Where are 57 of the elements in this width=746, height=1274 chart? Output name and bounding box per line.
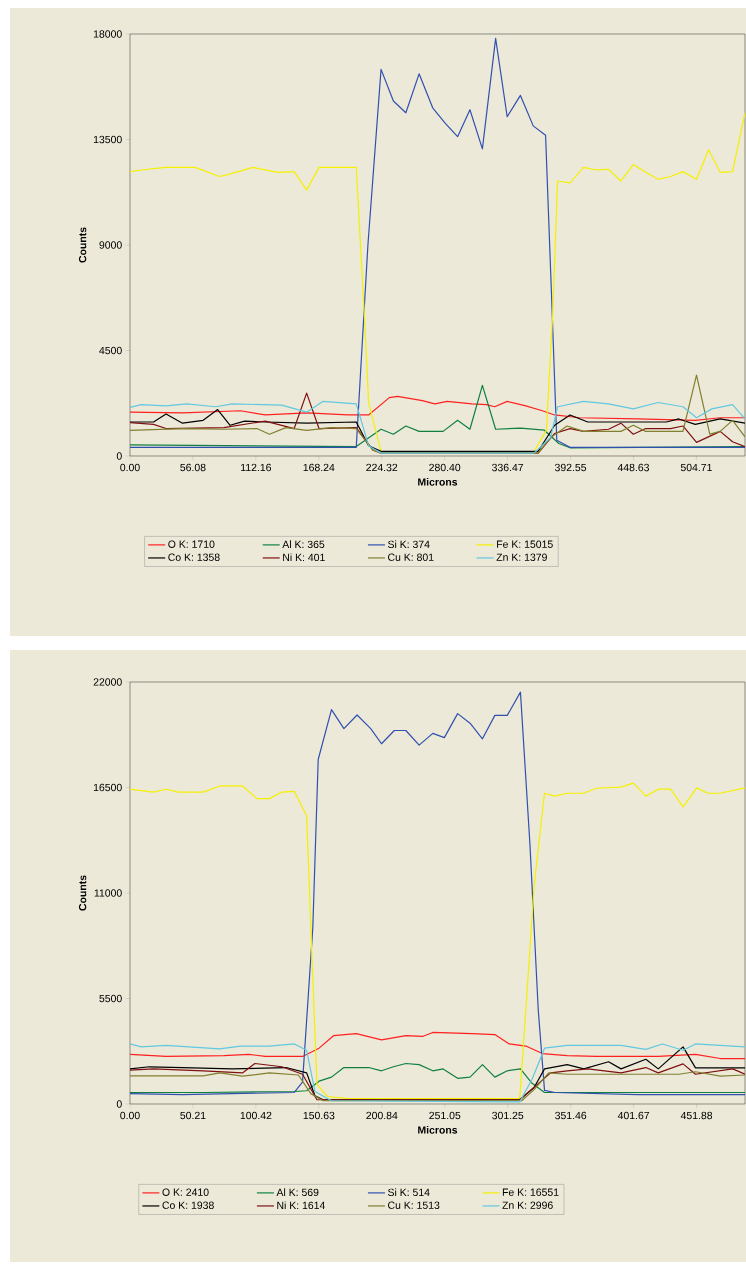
x-tick-label: 301.25 <box>492 1111 524 1120</box>
legend-label: Ni K: 401 <box>283 553 325 562</box>
x-tick-label: 448.63 <box>617 463 650 472</box>
y-tick-label: 9000 <box>99 241 122 249</box>
legend-label: Cu K: 801 <box>388 553 434 561</box>
line-series <box>130 37 745 448</box>
legend-label: Al K: 365 <box>282 540 325 549</box>
x-tick-label: 100.42 <box>240 1111 272 1120</box>
x-tick-label: 50.21 <box>180 1111 206 1120</box>
y-axis-title: Counts <box>78 875 87 911</box>
legend-label: Co K: 1938 <box>162 1201 214 1209</box>
x-tick-label: 251.05 <box>429 1111 461 1120</box>
legend-label: O K: 1710 <box>168 540 215 548</box>
x-tick-label: 56.08 <box>180 463 206 472</box>
x-tick-label: 112.16 <box>241 463 272 472</box>
x-axis-title: Microns <box>418 478 458 486</box>
y-tick-label: 4500 <box>99 346 122 355</box>
x-tick-label: 168.24 <box>303 463 335 472</box>
x-tick-label: 0.00 <box>120 463 140 472</box>
legend-label: Co K: 1358 <box>168 553 220 561</box>
x-axis-title: Microns <box>418 1126 458 1134</box>
legend-label: Fe K: 16551 <box>502 1188 559 1196</box>
y-tick-label: 13500 <box>93 135 122 144</box>
legend-label: Zn K: 2996 <box>502 1201 553 1209</box>
line-series <box>130 1062 746 1094</box>
y-axis-title: Counts <box>78 227 87 263</box>
line-series <box>130 782 746 1100</box>
x-tick-label: 280.40 <box>429 463 461 472</box>
legend-label: Cu K: 1513 <box>388 1201 440 1209</box>
x-tick-label: 351.46 <box>555 1111 587 1120</box>
legend-label: Zn K: 1379 <box>496 553 547 561</box>
line-series <box>130 395 745 421</box>
y-tick-label: 22000 <box>93 678 122 686</box>
legend-label: Ni K: 1614 <box>277 1201 325 1210</box>
y-tick-label: 11000 <box>94 889 122 897</box>
x-tick-label: 336.47 <box>492 463 524 472</box>
x-tick-label: 504.71 <box>680 463 712 472</box>
legend-label: Fe K: 15015 <box>497 540 553 548</box>
legend-label: Si K: 514 <box>387 1188 430 1197</box>
x-tick-label: 0.00 <box>120 1111 140 1120</box>
y-tick-label: 18000 <box>93 30 122 38</box>
y-tick-label: 0 <box>116 1100 122 1108</box>
legend-label: Si K: 374 <box>387 540 430 549</box>
x-tick-label: 451.88 <box>680 1111 713 1120</box>
line-series <box>130 691 746 1096</box>
y-tick-label: 0 <box>116 452 122 460</box>
x-tick-label: 150.63 <box>303 1111 335 1120</box>
x-tick-label: 200.84 <box>366 1111 398 1120</box>
x-tick-label: 401.67 <box>617 1111 650 1120</box>
x-tick-label: 392.55 <box>554 463 587 472</box>
line-series <box>130 1031 746 1060</box>
x-tick-label: 224.32 <box>366 463 398 472</box>
y-tick-label: 5500 <box>99 994 122 1003</box>
legend-label: Al K: 569 <box>276 1188 319 1197</box>
line-series <box>130 1062 746 1101</box>
y-tick-label: 16500 <box>93 783 122 792</box>
legend-label: O K: 2410 <box>162 1188 209 1196</box>
